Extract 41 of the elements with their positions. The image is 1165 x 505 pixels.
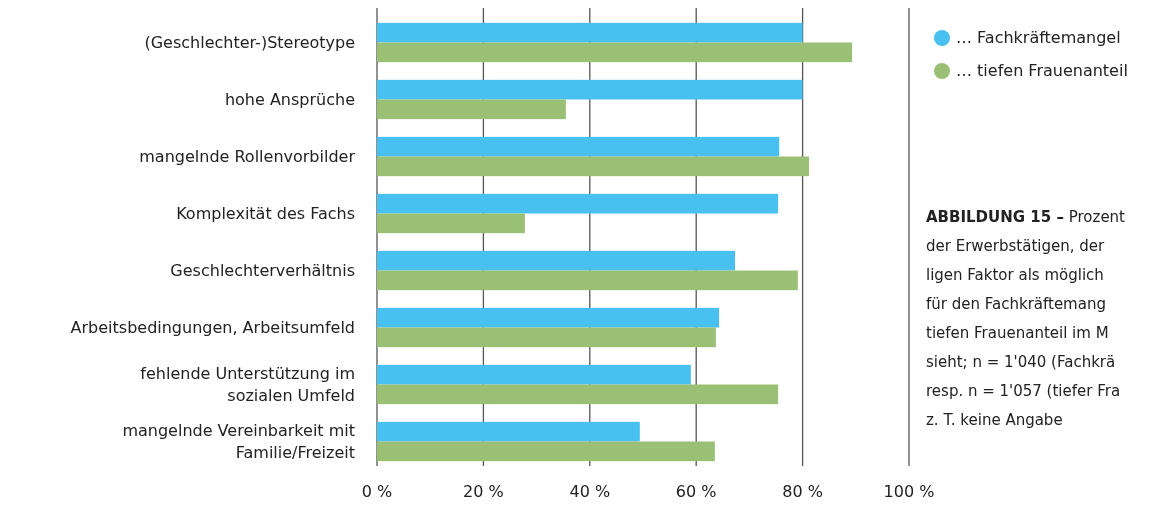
y-tick-label: fehlende Unterstützung im sozialen Umfeld [140, 363, 355, 404]
bar [377, 22, 803, 43]
text: ABBILDUNG 15 – [926, 208, 1064, 226]
bar [377, 79, 803, 100]
y-tick-label: Geschlechterverhältnis [170, 260, 355, 279]
bar [377, 193, 779, 214]
y-tick-label: mangelnde Rollenvorbilder [139, 146, 356, 165]
bar [377, 327, 716, 348]
text: resp. n = 1'057 (tiefer Fra [926, 382, 1121, 400]
bar [377, 441, 715, 462]
bar [377, 136, 780, 157]
y-tick-label: mangelnde Vereinbarkeit mit Familie/Freizeit [122, 420, 355, 461]
text: Prozent [1063, 208, 1126, 226]
legend-label: … tiefen Frauenanteil [956, 60, 1128, 80]
legend-label: … Fachkräftemangel [956, 27, 1121, 47]
x-tick-label: 20 % [463, 482, 504, 501]
text: ligen Faktor als möglich [926, 266, 1104, 284]
bar [377, 213, 525, 234]
bar [377, 42, 853, 63]
x-tick-label: 80 % [782, 482, 823, 501]
y-tick-label: (Geschlechter-)Stereotype [144, 32, 355, 51]
y-tick-label: Komplexität des Fachs [176, 203, 355, 222]
bar [377, 270, 798, 291]
bar [377, 99, 566, 120]
bar [377, 364, 691, 385]
x-tick-label: 100 % [883, 482, 935, 501]
bar [377, 307, 720, 328]
bar [377, 384, 779, 405]
text: der Erwerbstätigen, der [926, 237, 1105, 255]
x-tick-label: 40 % [569, 482, 611, 501]
text: z. T. keine Angabe [926, 411, 1063, 429]
text: sieht; n = 1'040 (Fachkrä [926, 353, 1116, 371]
x-tick-label: 0 % [361, 482, 393, 501]
bar [377, 250, 736, 271]
y-tick-label: hohe Ansprüche [224, 89, 355, 108]
text: für den Fachkräftemang [926, 295, 1106, 313]
bar [377, 421, 640, 442]
text: tiefen Frauenanteil im M [926, 324, 1109, 342]
y-tick-label: Arbeitsbedingungen, Arbeitsumfeld [70, 317, 355, 336]
x-tick-label: 60 % [675, 482, 717, 501]
bar [377, 156, 809, 177]
